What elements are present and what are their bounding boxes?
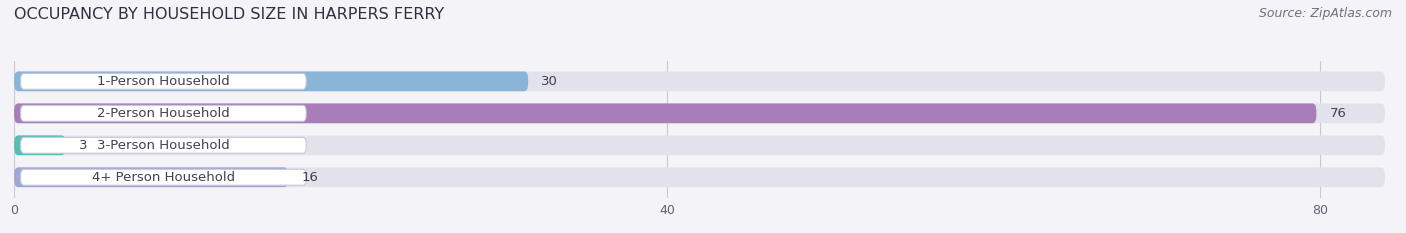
FancyBboxPatch shape [14,167,1385,187]
FancyBboxPatch shape [14,167,288,187]
Text: 76: 76 [1330,107,1347,120]
Text: 16: 16 [301,171,318,184]
FancyBboxPatch shape [14,72,1385,91]
Text: 4+ Person Household: 4+ Person Household [91,171,235,184]
FancyBboxPatch shape [14,103,1385,123]
Text: 2-Person Household: 2-Person Household [97,107,229,120]
FancyBboxPatch shape [21,169,307,185]
FancyBboxPatch shape [14,72,529,91]
FancyBboxPatch shape [21,137,307,153]
Text: 3-Person Household: 3-Person Household [97,139,229,152]
Text: 1-Person Household: 1-Person Household [97,75,229,88]
FancyBboxPatch shape [14,135,1385,155]
FancyBboxPatch shape [14,135,66,155]
Text: 30: 30 [541,75,558,88]
Text: 3: 3 [79,139,87,152]
Text: OCCUPANCY BY HOUSEHOLD SIZE IN HARPERS FERRY: OCCUPANCY BY HOUSEHOLD SIZE IN HARPERS F… [14,7,444,22]
FancyBboxPatch shape [21,105,307,121]
FancyBboxPatch shape [21,73,307,89]
FancyBboxPatch shape [14,103,1316,123]
Text: Source: ZipAtlas.com: Source: ZipAtlas.com [1258,7,1392,20]
